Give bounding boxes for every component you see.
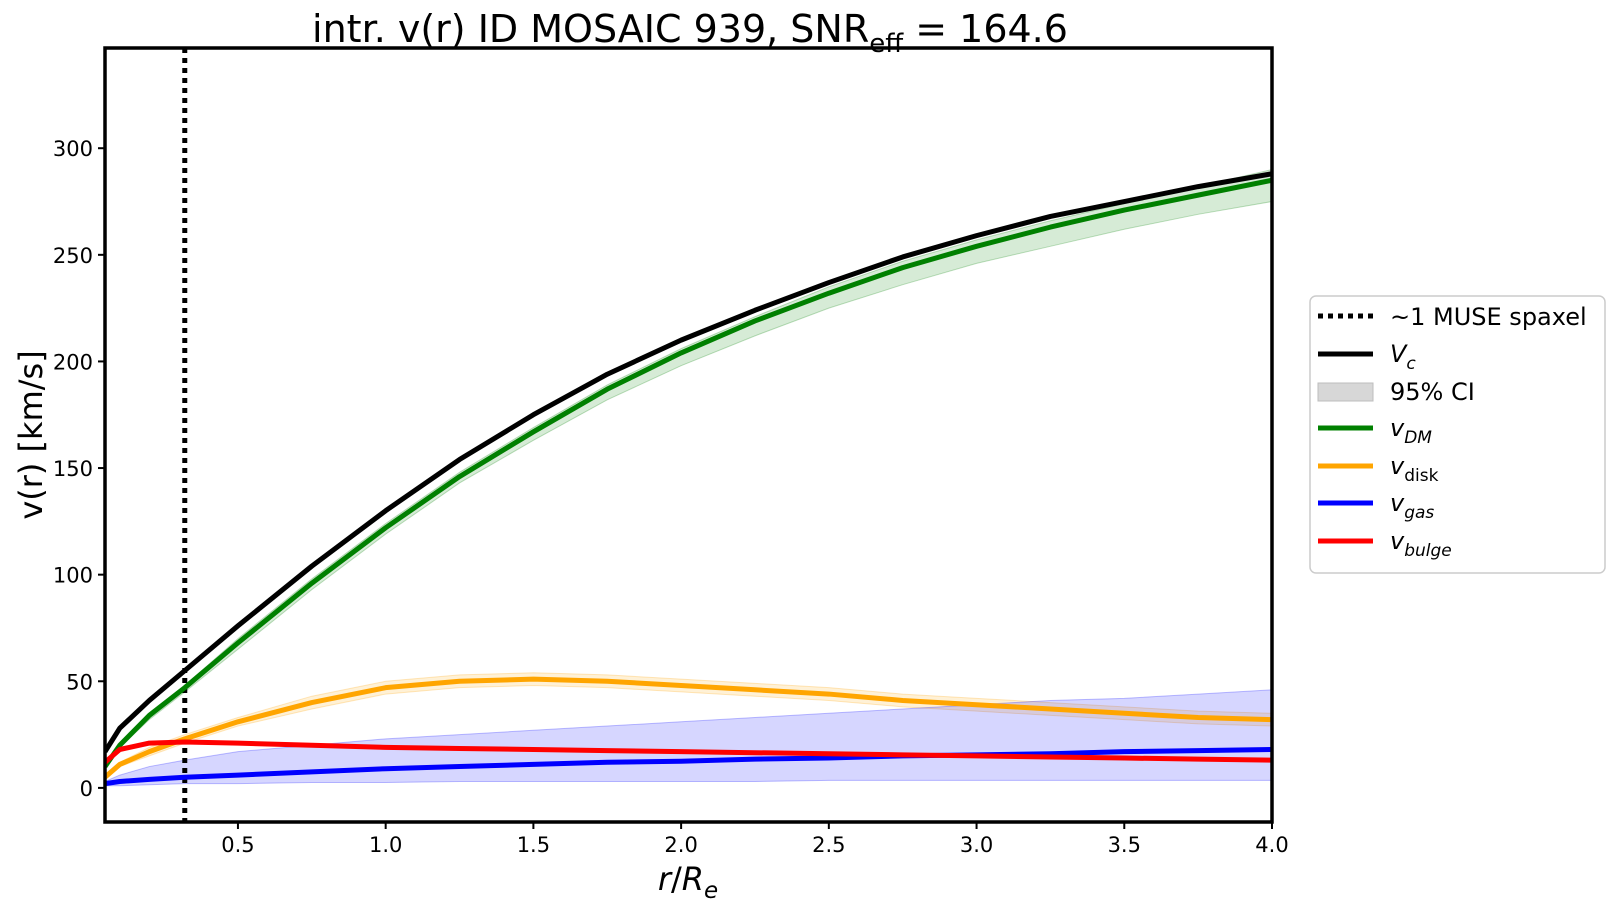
series-line-v-c: [105, 171, 1272, 753]
legend-label-vdm: vDM: [1390, 414, 1432, 448]
x-axis-label: r/Re: [658, 860, 718, 903]
x-tick-label: 0.5: [221, 833, 254, 857]
y-tick-label: 200: [53, 350, 93, 374]
series-lines: [105, 171, 1272, 787]
legend-label-vc: Vc: [1390, 340, 1416, 374]
x-tick-label: 2.5: [812, 833, 845, 857]
legend-label-ci: 95% CI: [1390, 378, 1475, 406]
y-axis-label: v(r) [km/s]: [12, 350, 50, 519]
legend-label-vdisk: vdisk: [1390, 452, 1439, 486]
series-line-v-dm: [105, 177, 1272, 768]
x-tick-label: 3.0: [960, 833, 993, 857]
y-tick-label: 100: [53, 564, 93, 588]
ci-band-v-c: [105, 173, 1272, 752]
x-tick-label: 2.0: [664, 833, 697, 857]
legend-label-vbulge: vbulge: [1390, 527, 1452, 561]
y-tick-label: 50: [66, 670, 93, 694]
y-tick-label: 0: [80, 777, 93, 801]
chart-title: intr. v(r) ID MOSAIC 939, SNReff = 164.6: [312, 7, 1068, 59]
series-line-v-bulge: [105, 739, 1272, 765]
y-tick-label: 300: [53, 137, 93, 161]
y-axis-ticks: 0 50 100 150 200 250 300: [53, 137, 105, 801]
chart-title-prefix: intr. v(r) ID MOSAIC 939, SNR: [312, 7, 869, 51]
series-line-v-gas: [105, 747, 1272, 787]
ci-band-v-gas: [105, 689, 1272, 787]
ci-band-v-disk: [105, 672, 1272, 781]
legend-spaxel-label: ~1 MUSE spaxel: [1390, 303, 1587, 331]
x-axis-ticks: 0.5 1.0 1.5 2.0 2.5 3.0 3.5 4.0: [221, 822, 1289, 857]
y-tick-label: 250: [53, 244, 93, 268]
legend-label-vgas: vgas: [1390, 489, 1434, 523]
x-tick-label: 4.0: [1255, 833, 1288, 857]
chart-title-suffix: = 164.6: [903, 7, 1068, 51]
x-tick-label: 3.5: [1108, 833, 1141, 857]
plot-frame: [103, 46, 1274, 824]
chart-title-subscript: eff: [869, 29, 904, 59]
ci-band-v-dm: [105, 169, 1272, 770]
legend-swatch-ci: [1317, 382, 1374, 402]
confidence-bands: [105, 169, 1272, 787]
x-tick-label: 1.0: [369, 833, 402, 857]
y-tick-label: 150: [53, 457, 93, 481]
x-tick-label: 1.5: [517, 833, 550, 857]
series-line-v-disk: [105, 676, 1272, 780]
legend-box: [1309, 295, 1606, 574]
